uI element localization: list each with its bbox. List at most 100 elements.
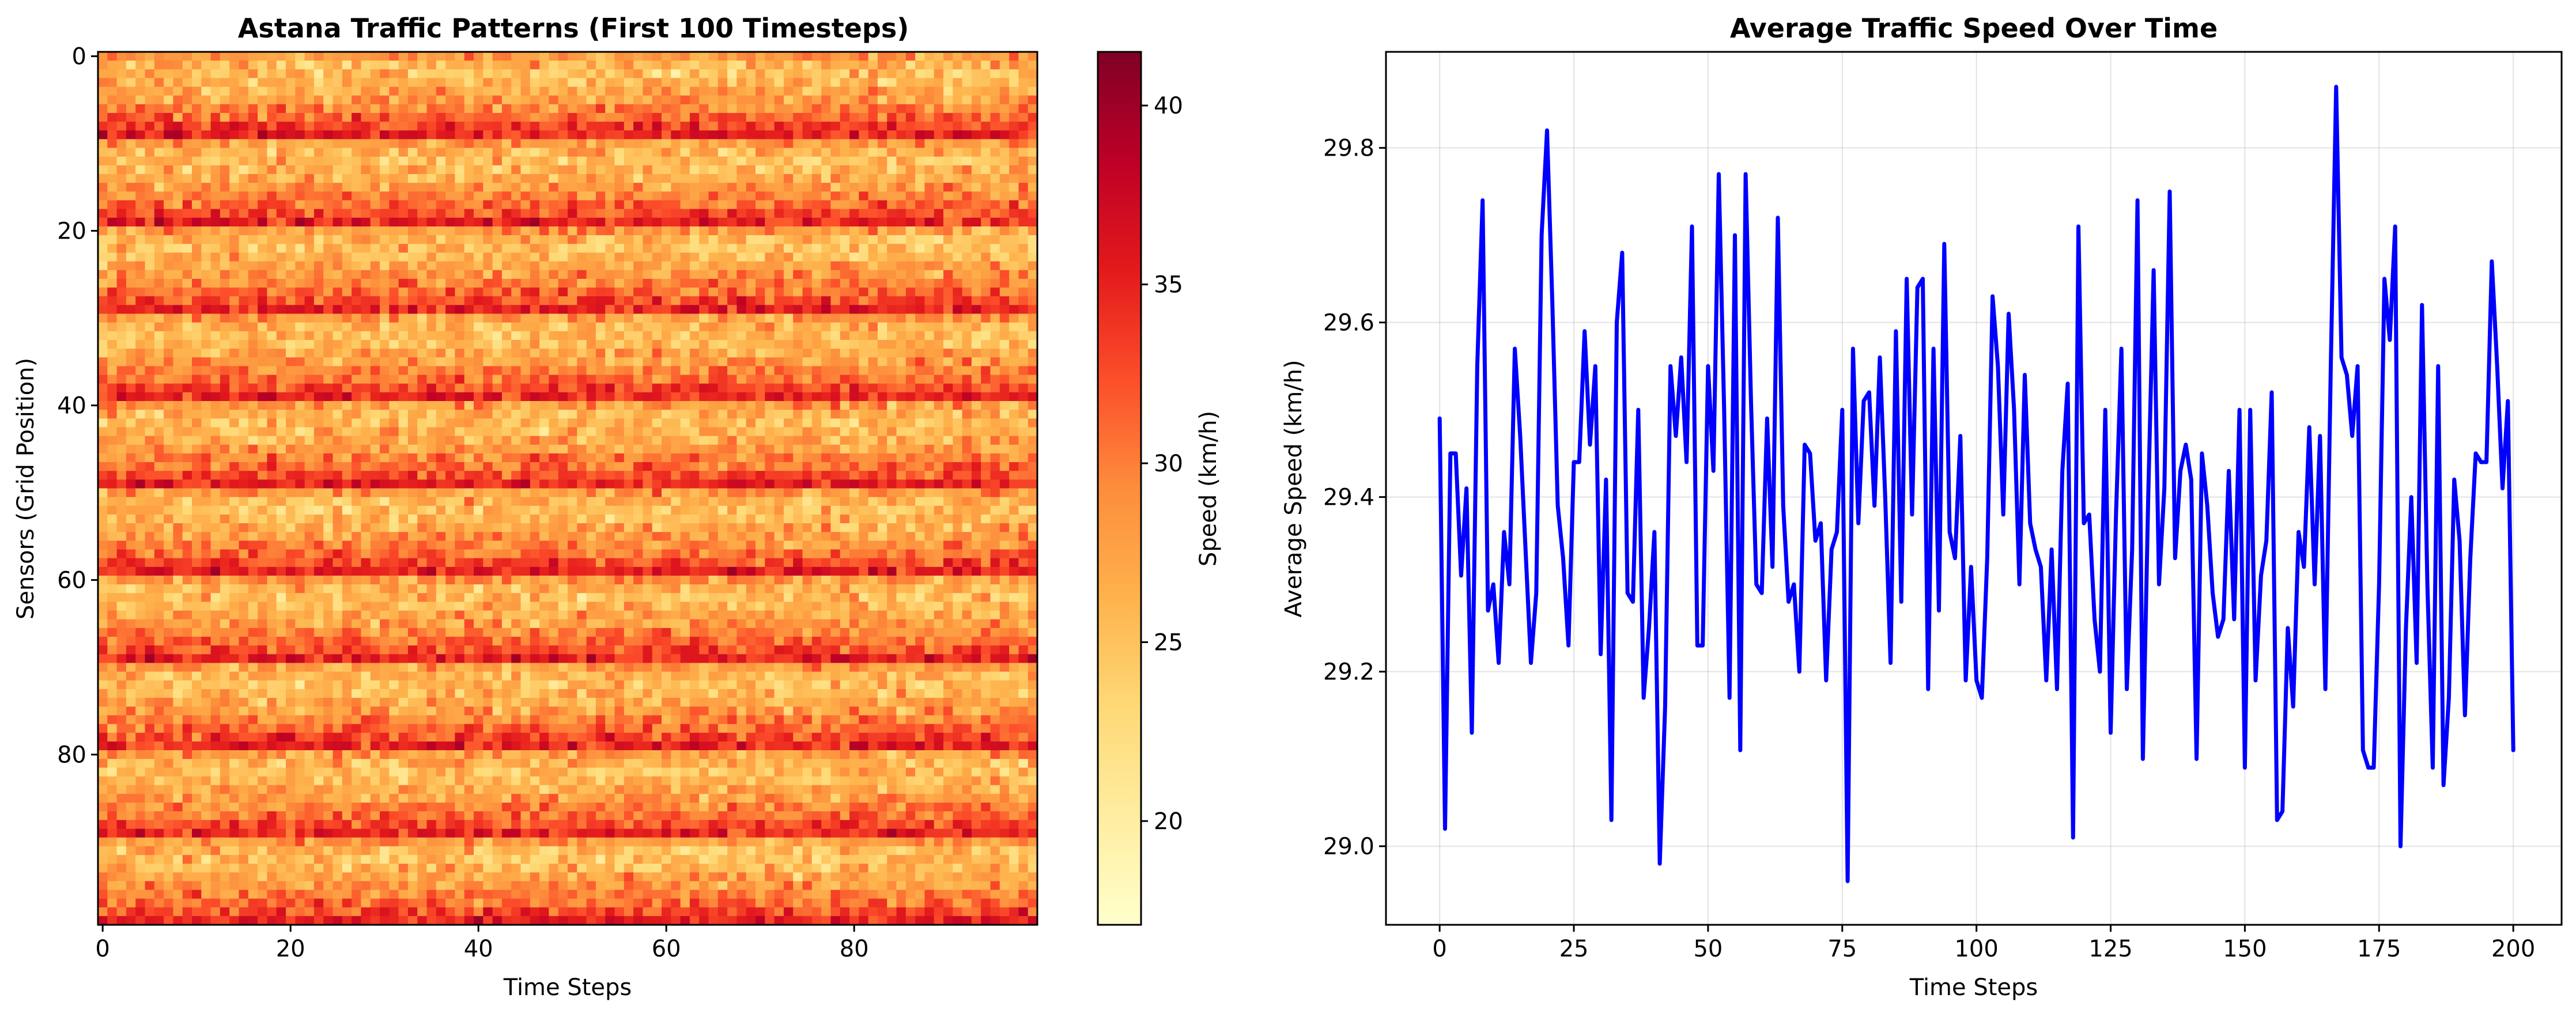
heatmap-cell xyxy=(549,349,559,358)
heatmap-cell xyxy=(126,288,136,297)
heatmap-cell xyxy=(492,357,503,366)
heatmap-cell xyxy=(1028,217,1038,227)
heatmap-cell xyxy=(276,383,286,393)
heatmap-cell xyxy=(1028,191,1038,201)
heatmap-cell xyxy=(333,479,343,489)
heatmap-cell xyxy=(407,453,418,463)
heatmap-cell xyxy=(586,69,596,79)
heatmap-cell xyxy=(154,244,164,254)
heatmap-cell xyxy=(1009,288,1019,297)
heatmap-cell xyxy=(840,270,850,279)
heatmap-cell xyxy=(229,95,240,105)
heatmap-cell xyxy=(407,235,418,244)
heatmap-cell xyxy=(586,261,596,271)
heatmap-cell xyxy=(887,313,897,323)
heatmap-cell xyxy=(173,453,183,463)
heatmap-cell xyxy=(145,52,155,61)
heatmap-cell xyxy=(192,331,202,341)
heatmap-cell xyxy=(643,331,653,341)
heatmap-cell xyxy=(708,410,719,419)
heatmap-cell xyxy=(361,339,371,349)
heatmap-cell xyxy=(229,349,240,358)
heatmap-cell xyxy=(915,375,925,384)
heatmap-cell xyxy=(943,366,953,376)
heatmap-cell xyxy=(286,462,296,471)
heatmap-cell xyxy=(746,392,756,402)
heatmap-cell xyxy=(586,296,596,305)
heatmap-cell xyxy=(614,252,625,262)
heatmap-cell xyxy=(549,61,559,70)
heatmap-cell xyxy=(511,183,522,192)
heatmap-cell xyxy=(248,296,258,305)
heatmap-cell xyxy=(501,392,512,402)
heatmap-cell xyxy=(145,436,155,445)
heatmap-cell xyxy=(539,122,549,131)
heatmap-cell xyxy=(135,322,146,332)
heatmap-cell xyxy=(765,357,775,366)
heatmap-cell xyxy=(116,349,127,358)
heatmap-cell xyxy=(756,453,765,463)
heatmap-cell xyxy=(182,209,192,218)
heatmap-cell xyxy=(192,122,202,131)
heatmap-cell xyxy=(539,278,549,288)
heatmap-cell xyxy=(304,191,315,201)
heatmap-cell xyxy=(164,139,173,149)
heatmap-cell xyxy=(887,288,897,297)
heatmap-cell xyxy=(286,278,296,288)
heatmap-cell xyxy=(380,165,390,175)
heatmap-cell xyxy=(370,339,380,349)
heatmap-cell xyxy=(389,339,399,349)
heatmap-cell xyxy=(239,392,249,402)
heatmap-cell xyxy=(774,401,784,410)
heatmap-cell xyxy=(999,52,1010,61)
heatmap-cell xyxy=(811,305,822,315)
heatmap-cell xyxy=(746,331,756,341)
heatmap-cell xyxy=(783,174,794,183)
heatmap-cell xyxy=(483,410,493,419)
heatmap-cell xyxy=(605,349,615,358)
heatmap-cell xyxy=(689,462,700,471)
heatmap-cell xyxy=(859,156,869,166)
heatmap-cell xyxy=(774,418,784,428)
heatmap-cell xyxy=(173,226,183,236)
heatmap-cell xyxy=(313,339,324,349)
heatmap-cell xyxy=(605,305,615,315)
heatmap-cell xyxy=(389,122,399,131)
heatmap-cell xyxy=(511,217,522,227)
heatmap-cell xyxy=(313,183,324,192)
heatmap-cell xyxy=(896,366,906,376)
heatmap-cell xyxy=(830,183,841,192)
heatmap-cell xyxy=(765,270,775,279)
heatmap-cell xyxy=(568,357,577,366)
heatmap-cell xyxy=(398,217,409,227)
heatmap-cell xyxy=(352,61,361,70)
heatmap-cell xyxy=(568,401,577,410)
heatmap-cell xyxy=(727,261,737,271)
heatmap-cell xyxy=(342,331,352,341)
heatmap-cell xyxy=(192,410,202,419)
heatmap-cell xyxy=(774,349,784,358)
heatmap-cell xyxy=(746,69,756,79)
heatmap-cell xyxy=(426,78,437,88)
heatmap-cell xyxy=(953,331,963,341)
heatmap-cell xyxy=(699,462,709,471)
heatmap-cell xyxy=(182,217,192,227)
heatmap-cell xyxy=(530,278,540,288)
heatmap-cell xyxy=(398,339,409,349)
heatmap-cell xyxy=(868,349,878,358)
heatmap-cell xyxy=(135,366,146,376)
heatmap-cell xyxy=(549,401,559,410)
heatmap-cell xyxy=(164,226,173,236)
heatmap-cell xyxy=(859,270,869,279)
heatmap-cell xyxy=(699,139,709,149)
heatmap-cell xyxy=(398,52,409,61)
heatmap-cell xyxy=(323,288,334,297)
heatmap-cell xyxy=(736,296,747,305)
heatmap-cell xyxy=(1028,52,1038,61)
heatmap-cell xyxy=(689,139,700,149)
heatmap-cell xyxy=(229,78,240,88)
heatmap-cell xyxy=(680,165,690,175)
heatmap-cell xyxy=(840,392,850,402)
heatmap-cell xyxy=(173,479,183,489)
heatmap-cell xyxy=(342,148,352,157)
